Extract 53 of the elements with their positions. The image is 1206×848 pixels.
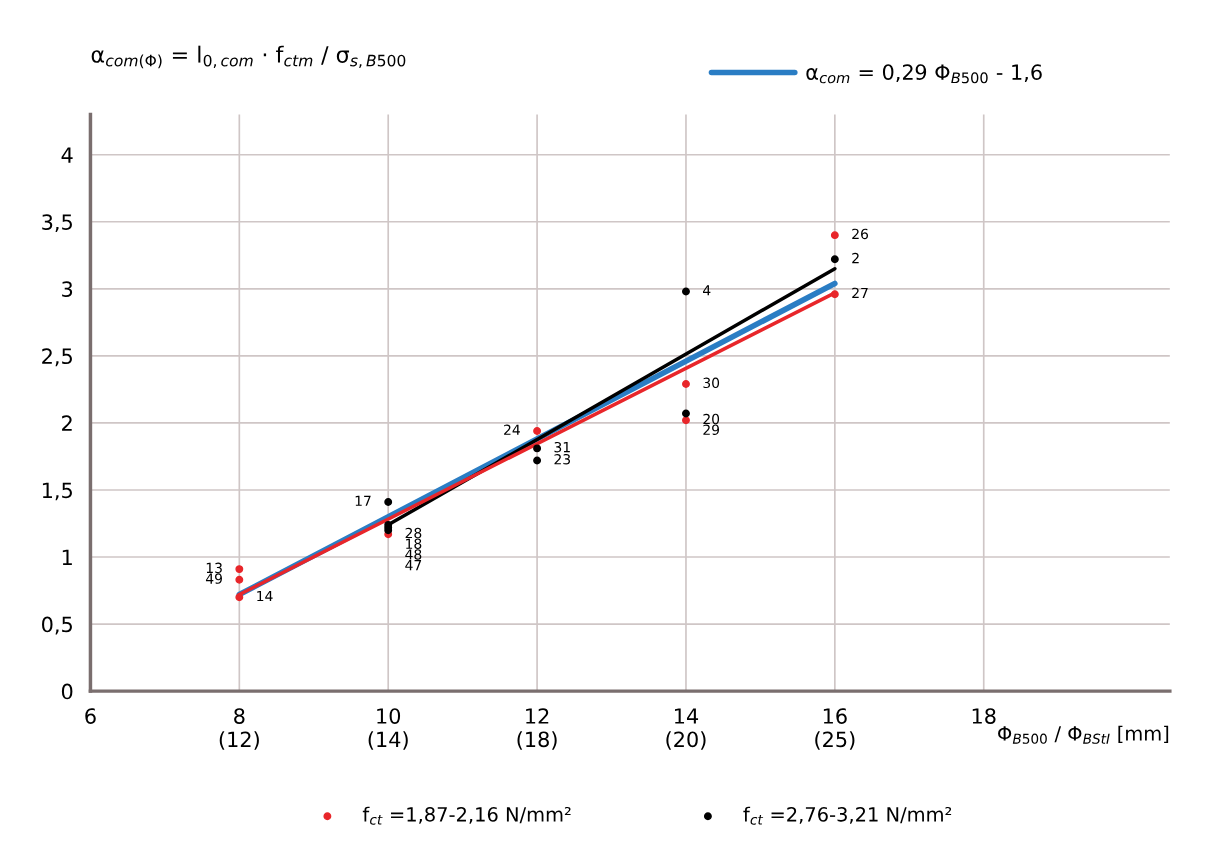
y-tick-label: 4: [61, 147, 73, 163]
annotation: 2: [852, 252, 859, 264]
x-tick-label: 8 (12): [219, 708, 259, 750]
point: [830, 255, 839, 264]
point: [682, 287, 690, 296]
point: [235, 575, 244, 584]
annotation: 31: [554, 441, 570, 453]
x-axis-title: Φ$_{B500}$ / Φ$_{BStI}$ [mm]: [998, 725, 1169, 744]
y-tick-label: 2: [62, 415, 72, 431]
legend-label: f$_{ct}$ =1,87-2,16 N/mm²: [362, 806, 571, 825]
y-tick-label: 3: [62, 281, 73, 298]
point: [830, 290, 839, 299]
y-tick-label: 0,5: [42, 616, 72, 635]
point: [384, 498, 393, 506]
annotation: 24: [504, 424, 520, 435]
y-tick-label: 3,5: [42, 214, 72, 233]
annotation: 49: [205, 573, 222, 584]
point: [682, 409, 690, 418]
annotation: 20: [703, 413, 720, 425]
annotation: 13: [206, 562, 222, 574]
annotation: 29: [703, 424, 720, 435]
y-tick-label: 2,5: [42, 348, 72, 367]
annotation: 23: [554, 453, 571, 465]
x-tick-label: 14 (20): [666, 708, 706, 750]
point: [533, 456, 542, 465]
x-tick-label: 10 (14): [368, 708, 408, 750]
annotation: 18: [406, 538, 422, 549]
legend-label: f$_{ct}$ =2,76-3,21 N/mm²: [743, 806, 952, 825]
point: [533, 427, 542, 435]
y-tick-label: 1: [62, 549, 72, 565]
legend-label: α$_{com}$ = 0,29 Φ$_{B500}$ - 1,6: [806, 64, 1042, 84]
annotation: 28: [405, 527, 422, 539]
point: [682, 416, 690, 425]
point: [235, 593, 244, 602]
y-axis-title: α$_{com(Φ)}$ = l$_{0,com}$ · f$_{ctm}$ / σ$_{s,B500}$: [91, 45, 406, 69]
x-tick-label: 6: [85, 708, 96, 724]
point: [830, 231, 839, 240]
annotation: 26: [852, 228, 869, 240]
annotation: 17: [355, 495, 371, 506]
x-tick-label: 18: [972, 708, 996, 724]
point: [682, 380, 690, 388]
annotation: 48: [405, 549, 422, 560]
annotation: 27: [852, 287, 868, 299]
x-tick-label: 12 (18): [517, 708, 557, 750]
y-tick-label: 0: [61, 683, 73, 700]
x-tick-label: 16 (25): [815, 708, 855, 750]
y-tick-label: 1,5: [42, 482, 72, 501]
annotation: 30: [703, 377, 720, 389]
annotation: 14: [257, 590, 273, 602]
annotation: 47: [405, 560, 422, 571]
point: [533, 444, 542, 453]
annotation: 4: [703, 285, 711, 296]
point: [235, 565, 244, 574]
